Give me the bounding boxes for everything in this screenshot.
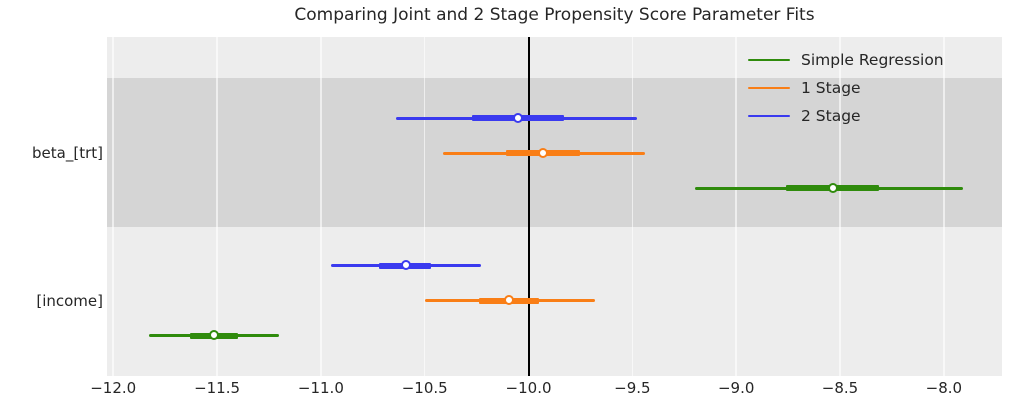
y-axis-label: [income] xyxy=(36,291,103,310)
grid-line xyxy=(839,37,841,376)
legend-label: 1 Stage xyxy=(801,79,861,97)
legend-label: 2 Stage xyxy=(801,107,861,125)
x-tick-label: −8.0 xyxy=(925,379,963,397)
chart-title: Comparing Joint and 2 Stage Propensity S… xyxy=(294,5,815,25)
point-estimate xyxy=(828,182,839,193)
x-tick-label: −12.0 xyxy=(90,379,137,397)
legend-swatch xyxy=(748,58,790,62)
reference-line xyxy=(527,37,530,376)
legend-swatch xyxy=(748,114,790,118)
legend-swatch xyxy=(748,86,790,90)
grid-line xyxy=(320,37,322,376)
x-tick-label: −10.5 xyxy=(401,379,448,397)
point-estimate xyxy=(209,330,220,340)
grid-line xyxy=(423,37,426,376)
legend-label: Simple Regression xyxy=(801,51,944,69)
legend-item: Simple Regression xyxy=(748,49,944,71)
plot-area xyxy=(107,37,1002,376)
grid-line xyxy=(735,37,737,376)
x-tick-label: −11.5 xyxy=(194,379,241,397)
x-tick-label: −9.5 xyxy=(614,379,651,397)
legend: Simple Regression 1 Stage 2 Stage xyxy=(748,49,944,127)
grid-line xyxy=(631,37,634,376)
legend-item: 1 Stage xyxy=(748,77,944,99)
y-axis-label: beta_[trt] xyxy=(32,144,103,162)
grid-line xyxy=(112,37,114,376)
x-tick-label: −10.0 xyxy=(505,379,552,397)
x-tick-label: −11.0 xyxy=(297,379,344,397)
point-estimate xyxy=(504,295,515,305)
x-tick-label: −9.0 xyxy=(717,379,755,397)
legend-item: 2 Stage xyxy=(748,105,944,127)
x-tick-label: −8.5 xyxy=(821,379,859,397)
grid-line xyxy=(943,37,945,376)
grid-line xyxy=(216,37,218,376)
point-estimate xyxy=(400,260,411,270)
point-estimate xyxy=(512,112,523,123)
point-estimate xyxy=(537,147,548,158)
